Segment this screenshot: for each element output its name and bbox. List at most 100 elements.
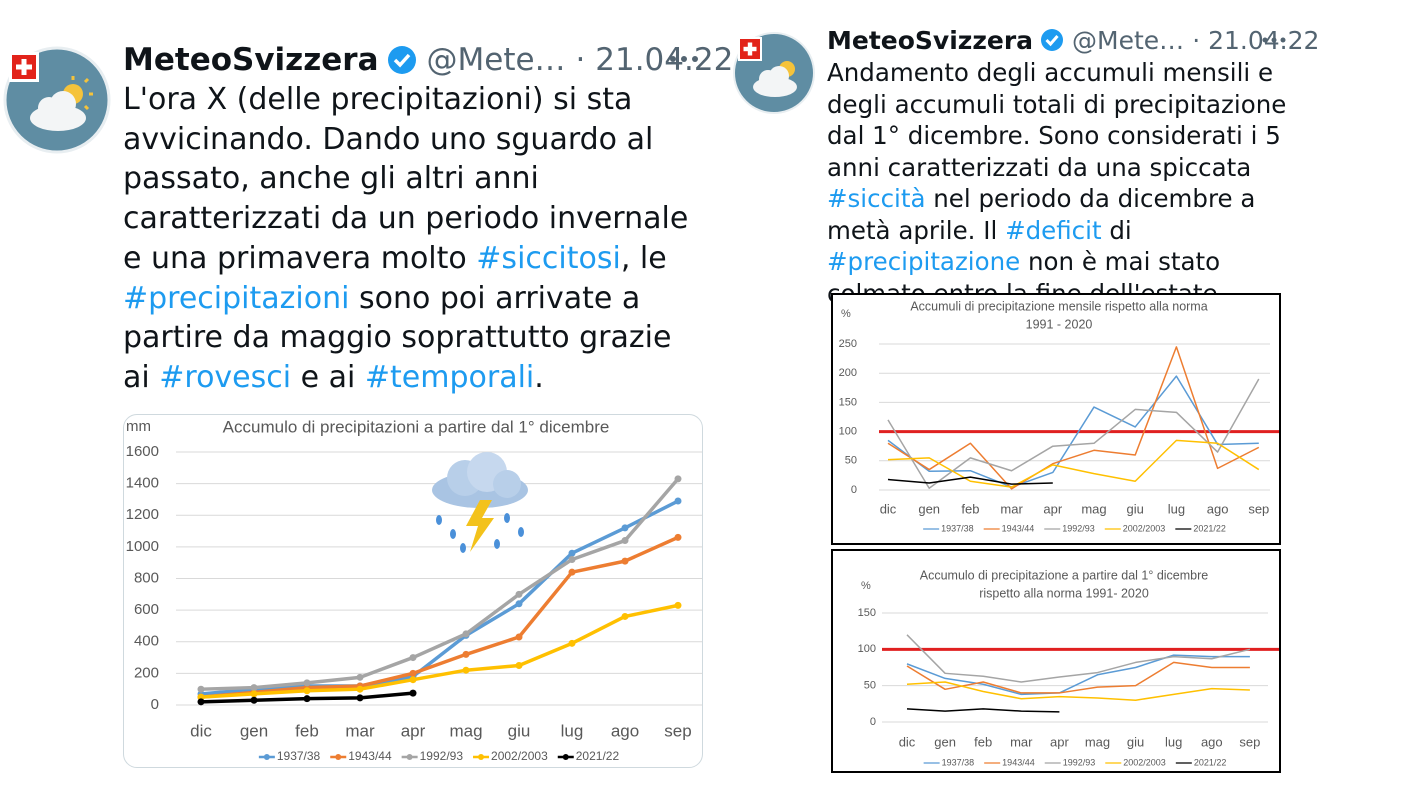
text-segment: nel periodo da dicembre a metà aprile. I… <box>827 184 1256 245</box>
legend-label: 2002/2003 <box>1123 523 1166 533</box>
x-tick-label: apr <box>1050 734 1069 749</box>
x-tick-label: feb <box>961 501 979 516</box>
hashtag[interactable]: #precipitazioni <box>123 280 350 316</box>
author-name[interactable]: MeteoSvizzera <box>123 42 379 78</box>
y-tick-label: 250 <box>839 338 857 350</box>
x-tick-label: ago <box>1207 501 1229 516</box>
y-tick-label: 100 <box>858 643 876 655</box>
legend-label: 1937/38 <box>277 749 321 763</box>
handle[interactable]: @Mete… <box>1072 25 1185 55</box>
marker <box>515 633 523 641</box>
legend: 1937/38 1943/44 1992/93 2002/2003 2021/22 <box>923 523 1226 533</box>
legend-item: 2002/2003 <box>1104 523 1166 533</box>
legend-item: 1992/93 <box>1044 757 1095 767</box>
legend-item: 2002/2003 <box>473 749 548 763</box>
legend-label: 1937/38 <box>942 757 975 767</box>
series-line <box>887 375 1259 488</box>
hashtag[interactable]: #rovesci <box>159 359 292 395</box>
chart-title: Accumuli di precipitazione mensile rispe… <box>910 299 1207 313</box>
legend-item: 2021/22 <box>1175 757 1226 767</box>
marker <box>515 661 523 669</box>
marker <box>303 679 311 687</box>
y-tick-label: 0 <box>151 696 159 713</box>
text-segment: sono poi arrivate a partire da maggio so… <box>123 280 672 395</box>
x-tick-label: sep <box>664 721 691 740</box>
tweet-text: Andamento degli accumuli mensili e degli… <box>827 57 1297 309</box>
legend-item: 1943/44 <box>330 749 392 763</box>
series-line <box>906 681 1250 701</box>
x-tick-label: giu <box>1127 734 1144 749</box>
avatar[interactable] <box>3 46 111 154</box>
date[interactable]: · 21.04.22 <box>1192 25 1320 55</box>
y-tick-label: 0 <box>870 716 876 728</box>
y-axis-label: % <box>841 308 851 320</box>
chart-image: Accumulo di precipitazione a partire dal… <box>831 549 1281 773</box>
y-tick-label: 600 <box>134 601 159 618</box>
legend: 1937/38 1943/44 1992/93 2002/2003 2021/22 <box>923 757 1226 767</box>
legend-item: 2021/22 <box>557 749 620 763</box>
series-line <box>887 476 1053 485</box>
x-tick-label: dic <box>880 501 897 516</box>
marker <box>250 696 258 704</box>
chart-image: Accumuli di precipitazione mensile rispe… <box>831 293 1281 545</box>
series-line <box>906 708 1060 713</box>
avatar[interactable] <box>733 32 815 114</box>
legend-label: 2002/2003 <box>1123 757 1166 767</box>
legend-marker <box>478 754 485 760</box>
handle[interactable]: @Mete… <box>426 42 566 78</box>
x-tick-label: mag <box>1081 501 1106 516</box>
author-name[interactable]: MeteoSvizzera <box>827 25 1034 55</box>
hashtag[interactable]: #siccità <box>827 184 926 213</box>
legend-item: 1992/93 <box>401 749 463 763</box>
legend-marker <box>406 754 413 760</box>
x-tick-label: feb <box>974 734 992 749</box>
y-tick-label: 1600 <box>126 443 159 460</box>
legend-label: 2021/22 <box>576 749 620 763</box>
legend-item: 1937/38 <box>923 523 974 533</box>
y-axis-label: mm <box>126 418 151 435</box>
series-line <box>200 603 679 699</box>
legend-label: 2002/2003 <box>491 749 548 763</box>
legend-label: 1943/44 <box>1002 757 1035 767</box>
x-tick-label: apr <box>401 721 426 740</box>
legend-item: 2021/22 <box>1175 523 1226 533</box>
marker <box>674 601 682 609</box>
marker <box>568 568 576 576</box>
marker <box>568 639 576 647</box>
y-tick-label: 150 <box>858 607 876 619</box>
date[interactable]: · 21.04.22 <box>575 42 734 78</box>
chart-title: 1991 - 2020 <box>1026 317 1093 331</box>
x-tick-label: sep <box>1248 501 1269 516</box>
more-menu[interactable] <box>668 52 702 66</box>
legend-marker <box>562 754 569 760</box>
chart-title: Accumulo di precipitazioni a partire dal… <box>223 417 610 436</box>
legend-label: 1943/44 <box>348 749 392 763</box>
series-line <box>887 378 1260 489</box>
x-tick-label: dic <box>899 734 916 749</box>
text-segment: Andamento degli accumuli mensili e degli… <box>827 58 1287 182</box>
legend-item: 1943/44 <box>983 523 1034 533</box>
y-tick-label: 1000 <box>126 538 159 555</box>
legend-label: 1937/38 <box>941 523 974 533</box>
marker <box>303 687 311 695</box>
x-tick-label: dic <box>190 721 212 740</box>
hashtag[interactable]: #temporali <box>364 359 535 395</box>
legend-label: 1992/93 <box>1062 523 1095 533</box>
y-tick-label: 150 <box>839 396 857 408</box>
chart: Accumulo di precipitazioni a partire dal… <box>126 417 702 763</box>
chart-title: Accumulo di precipitazione a partire dal… <box>920 568 1209 582</box>
hashtag[interactable]: #deficit <box>1005 215 1102 245</box>
marker <box>621 524 629 532</box>
series-line <box>906 661 1250 694</box>
y-axis-label: % <box>861 580 871 592</box>
y-tick-label: 1400 <box>126 475 159 492</box>
series-line <box>200 477 680 691</box>
hashtag[interactable]: #precipitazione <box>827 247 1021 276</box>
hashtag[interactable]: #siccitosi <box>476 240 621 276</box>
series-line <box>887 439 1260 488</box>
x-tick-label: mar <box>345 721 375 740</box>
marker <box>621 612 629 620</box>
x-tick-label: feb <box>295 721 319 740</box>
more-menu[interactable] <box>1261 34 1289 46</box>
